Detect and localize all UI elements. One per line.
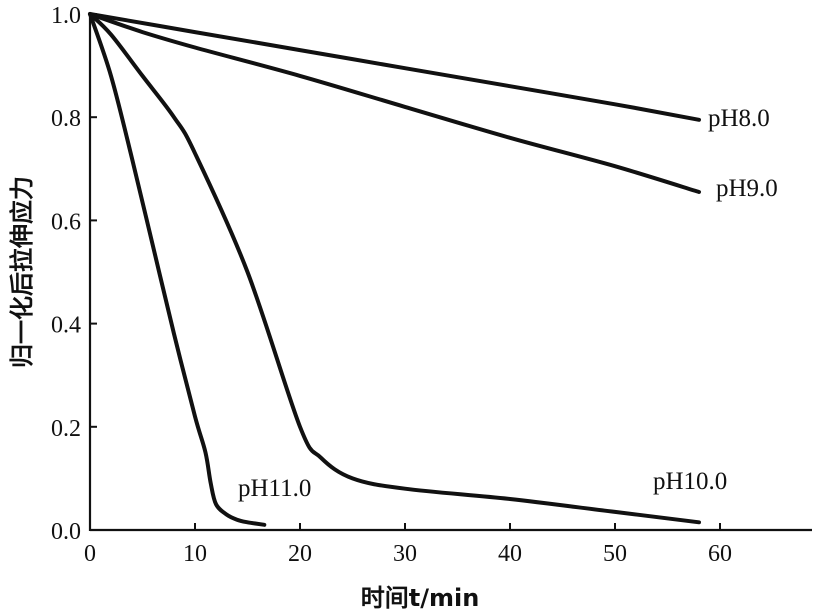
x-tick-label: 30 [393,541,417,567]
x-ticks: 0 10 20 30 40 50 60 [84,523,732,567]
series-line-ph11-0 [88,12,267,527]
y-tick-label: 0.6 [51,209,81,235]
series-label-ph8: pH8.0 [708,105,770,132]
y-tick-label: 0.8 [51,106,81,132]
series-label-ph11: pH11.0 [238,475,311,502]
x-tick-label: 0 [84,541,96,567]
x-tick-label: 50 [603,541,627,567]
x-tick-label: 60 [708,541,732,567]
y-tick-label: 0.0 [51,519,81,545]
series-label-ph9: pH9.0 [716,175,778,202]
x-tick-label: 40 [498,541,522,567]
y-tick-label: 0.2 [51,416,81,442]
y-tick-label: 1.0 [51,3,81,29]
x-tick-label: 10 [183,541,207,567]
series-line-ph9-0 [88,12,701,194]
y-tick-label: 0.4 [51,313,81,339]
x-tick-label: 20 [288,541,312,567]
series-label-ph10: pH10.0 [653,468,727,495]
series-line-ph10-0 [88,12,701,525]
series-lines [88,12,701,527]
series-line-ph8-0 [88,12,701,122]
y-axis-title: 归一化后拉伸应力 [8,176,36,368]
axes [88,14,812,532]
y-ticks: 0.0 0.2 0.4 0.6 0.8 1.0 [51,3,97,545]
x-axis-title: 时间t/min [361,584,480,612]
series-labels: pH8.0 pH9.0 pH10.0 pH11.0 [238,105,778,502]
